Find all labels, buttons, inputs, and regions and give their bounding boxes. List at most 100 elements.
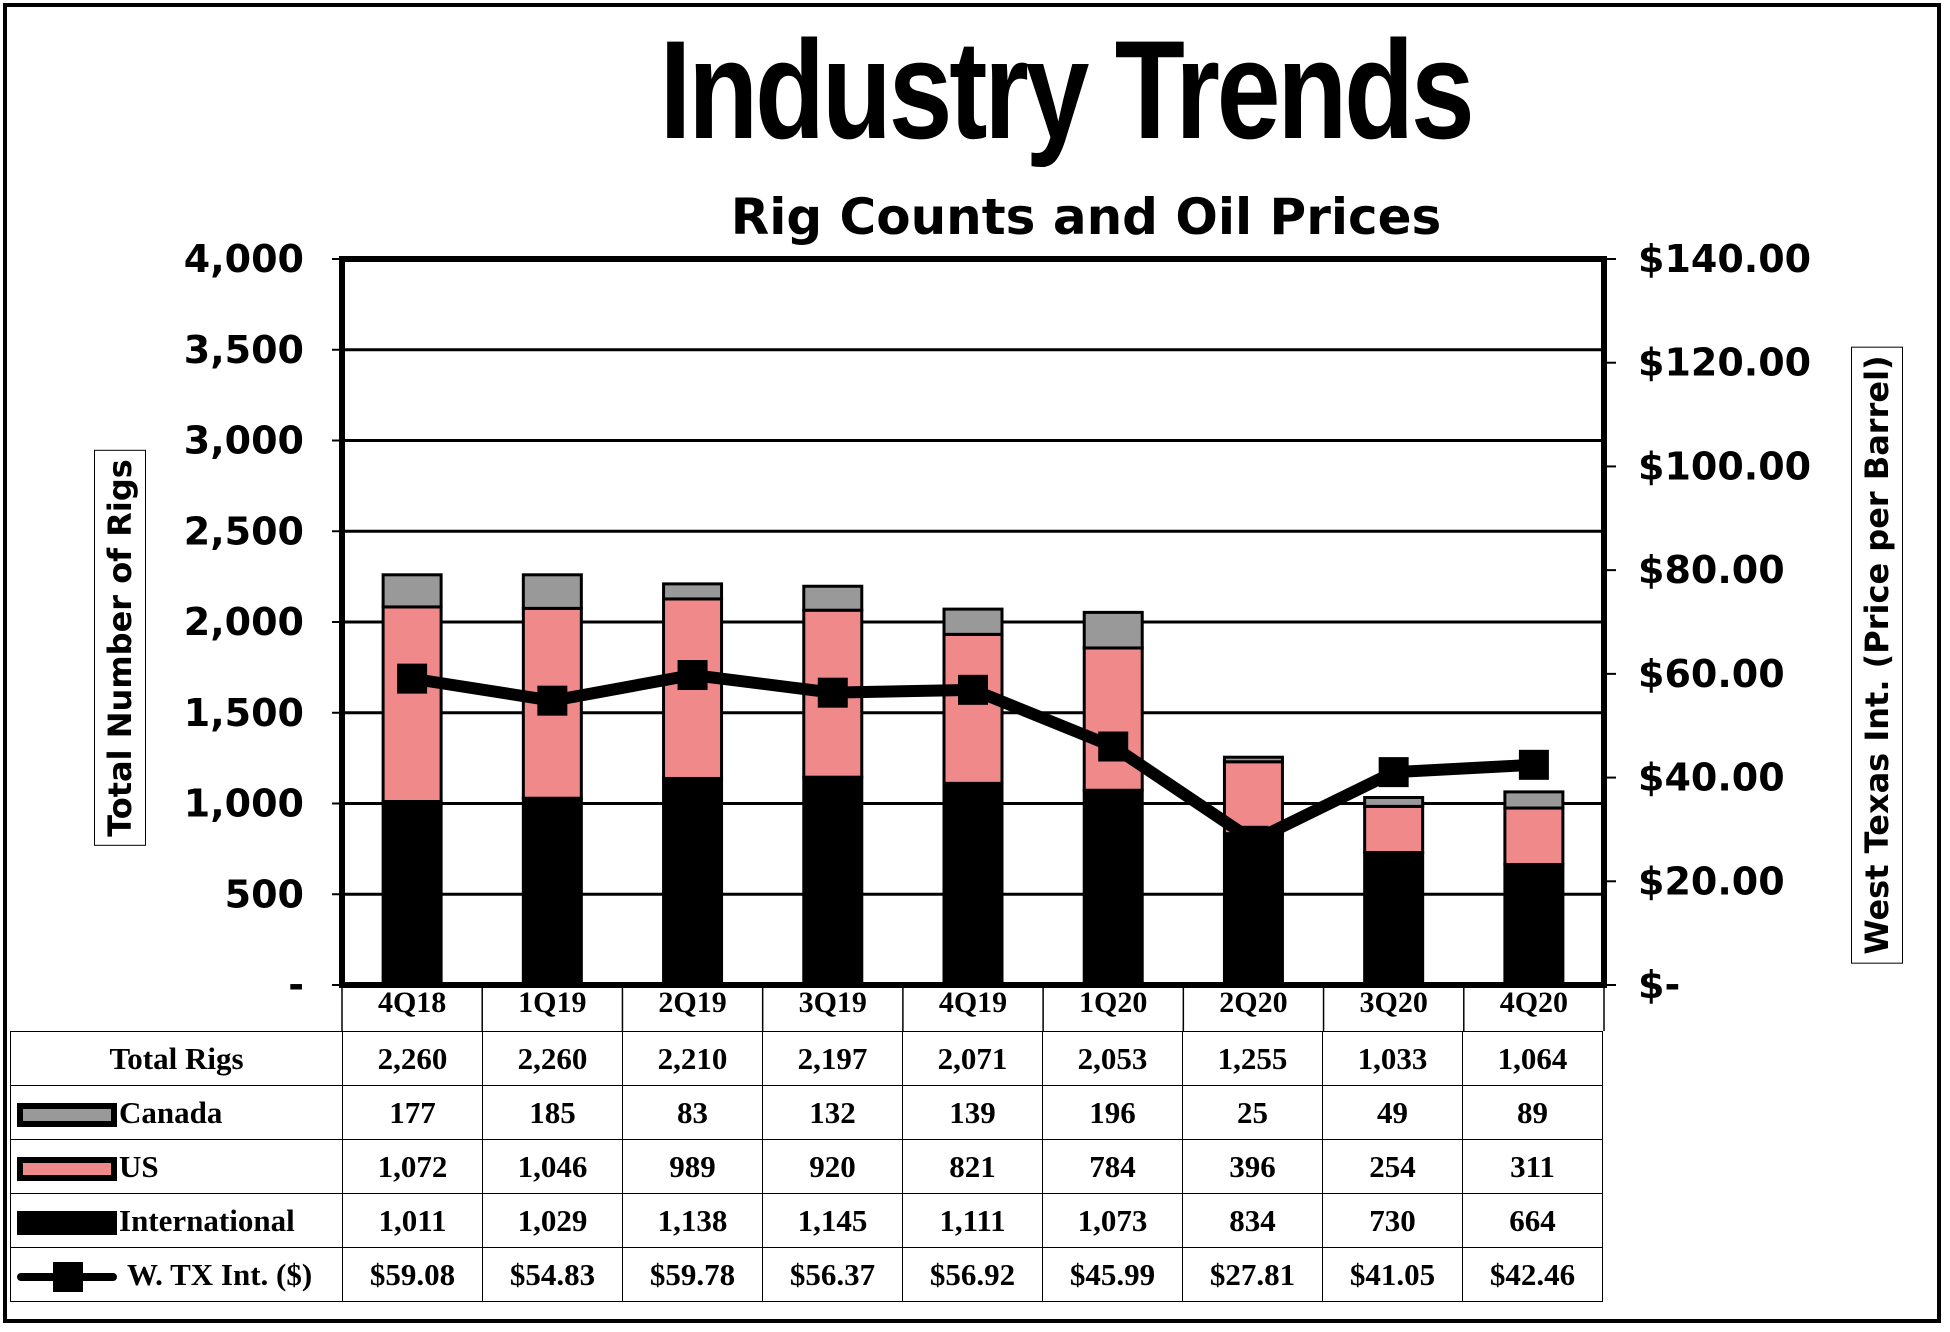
y-tick-label: 500 — [225, 872, 304, 916]
table-cell: 1,011 — [342, 1193, 483, 1248]
price-marker-3q19 — [817, 677, 848, 708]
bar-international-4q18 — [381, 800, 443, 987]
table-cell: $42.46 — [1462, 1247, 1603, 1302]
bar-canada-4q18 — [381, 573, 443, 609]
bar-canada-3q20 — [1363, 796, 1425, 808]
table-cell: 2,053 — [1042, 1031, 1183, 1086]
bar-canada-2q19 — [662, 582, 724, 601]
table-cell: 1,073 — [1042, 1193, 1183, 1248]
table-row-us: US 1,072 1,046 989 920 821 784 396 254 311 — [10, 1139, 1603, 1194]
bar-canada-3q19 — [802, 584, 864, 612]
table-cell: 1,138 — [622, 1193, 763, 1248]
y2-tick-label: $60.00 — [1638, 652, 1785, 696]
row-label-text: Total Rigs — [109, 1040, 244, 1076]
x-tick-label: 3Q19 — [799, 986, 867, 1019]
table-cell: 1,046 — [482, 1139, 623, 1194]
table-cell: 25 — [1182, 1085, 1323, 1140]
price-marker-4q18 — [397, 663, 428, 694]
price-marker-1q20 — [1098, 731, 1129, 762]
table-row-total-rigs: Total Rigs 2,260 2,260 2,210 2,197 2,071 2,053… — [10, 1031, 1603, 1086]
table-cell: 177 — [342, 1085, 483, 1140]
bar-international-1q19 — [521, 796, 583, 987]
table-cell: $59.78 — [622, 1247, 763, 1302]
bar-canada-2q20 — [1222, 755, 1284, 764]
chart-subtitle: Rig Counts and Oil Prices — [730, 188, 1442, 246]
bar-canada-1q19 — [521, 573, 583, 610]
row-label-text: W. TX Int. ($) — [127, 1256, 313, 1292]
table-cell: $45.99 — [1042, 1247, 1183, 1302]
row-label-canada: Canada — [10, 1085, 343, 1140]
table-row-canada: Canada 177 185 83 132 139 196 25 49 89 — [10, 1085, 1603, 1140]
row-label-total-rigs: Total Rigs — [10, 1031, 343, 1086]
legend-swatch-wti — [17, 1262, 117, 1293]
row-label-text: US — [119, 1148, 159, 1184]
price-marker-4q19 — [958, 674, 988, 705]
table-cell: 1,029 — [482, 1193, 623, 1248]
table-cell: 254 — [1322, 1139, 1463, 1194]
table-cell: 784 — [1042, 1139, 1183, 1194]
table-cell: 2,210 — [622, 1031, 763, 1086]
y-tick-label: 2,000 — [184, 600, 304, 644]
table-cell: 1,033 — [1322, 1031, 1463, 1086]
bar-us-1q20 — [1082, 646, 1144, 792]
bar-international-2q20 — [1222, 832, 1284, 987]
bar-international-2q19 — [662, 776, 724, 987]
y2-tick-label: $100.00 — [1638, 444, 1811, 488]
chart-frame — [3, 3, 1941, 1323]
price-marker-2q20 — [1238, 825, 1269, 856]
x-tick-label: 1Q19 — [518, 986, 586, 1019]
table-cell: 1,064 — [1462, 1031, 1603, 1086]
table-cell: 834 — [1182, 1193, 1323, 1248]
table-cell: 1,145 — [762, 1193, 903, 1248]
table-cell: 2,071 — [902, 1031, 1043, 1086]
y2-tick-label: $- — [1638, 963, 1680, 1007]
table-row-wti: W. TX Int. ($) $59.08 $54.83 $59.78 $56.37 $5… — [10, 1247, 1603, 1302]
y-tick-label: 4,000 — [184, 237, 304, 281]
table-cell: 920 — [762, 1139, 903, 1194]
table-cell: 2,260 — [342, 1031, 483, 1086]
price-marker-1q19 — [537, 685, 568, 716]
x-tick-label: 4Q18 — [378, 986, 446, 1019]
bar-canada-4q19 — [942, 607, 1004, 636]
table-cell: $27.81 — [1182, 1247, 1323, 1302]
x-tick-label: 3Q20 — [1359, 986, 1427, 1019]
row-label-text: International — [119, 1202, 295, 1238]
bar-us-4q18 — [381, 605, 443, 804]
table-cell: $56.92 — [902, 1247, 1043, 1302]
row-label-international: International — [10, 1193, 343, 1248]
table-cell: 196 — [1042, 1085, 1183, 1140]
table-cell: 49 — [1322, 1085, 1463, 1140]
bar-international-3q19 — [802, 775, 864, 987]
table-cell: 1,255 — [1182, 1031, 1323, 1086]
x-tick-label: 2Q19 — [658, 986, 726, 1019]
table-row-international: International 1,011 1,029 1,138 1,145 1,111 1,… — [10, 1193, 1603, 1248]
bar-us-4q19 — [942, 632, 1004, 785]
price-marker-2q19 — [677, 659, 708, 690]
table-cell: $54.83 — [482, 1247, 623, 1302]
price-marker-4q20 — [1518, 749, 1549, 780]
legend-swatch-international — [17, 1211, 117, 1236]
bar-international-3q20 — [1363, 851, 1425, 987]
x-tick-label: 4Q20 — [1500, 986, 1568, 1019]
chart-title: Industry Trends — [659, 11, 1475, 168]
y2-tick-label: $120.00 — [1638, 341, 1811, 385]
table-cell: 664 — [1462, 1193, 1603, 1248]
table-cell: 396 — [1182, 1139, 1323, 1194]
table-cell: $56.37 — [762, 1247, 903, 1302]
y-tick-label: - — [288, 963, 304, 1007]
table-cell: 185 — [482, 1085, 623, 1140]
bar-international-1q20 — [1082, 788, 1144, 987]
table-cell: 311 — [1462, 1139, 1603, 1194]
table-cell: 1,111 — [902, 1193, 1043, 1248]
bar-us-4q20 — [1503, 806, 1565, 866]
x-tick-label: 2Q20 — [1219, 986, 1287, 1019]
bar-us-3q20 — [1363, 804, 1425, 855]
table-cell: $59.08 — [342, 1247, 483, 1302]
y-tick-label: 1,000 — [184, 782, 304, 826]
row-label-us: US — [10, 1139, 343, 1194]
row-label-text: Canada — [119, 1094, 223, 1130]
y2-tick-label: $80.00 — [1638, 548, 1785, 592]
bar-international-4q19 — [942, 781, 1004, 987]
y2-tick-label: $20.00 — [1638, 859, 1785, 903]
